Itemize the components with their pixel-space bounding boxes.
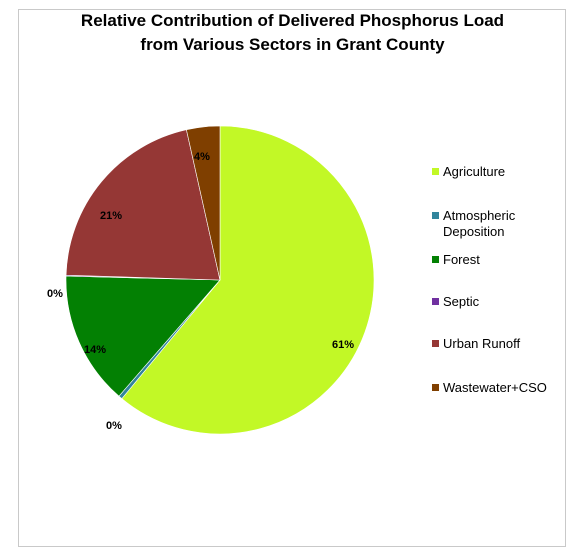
legend-label-line: Forest [443, 252, 480, 267]
data-label-atmospheric-deposition: 0% [106, 420, 122, 432]
chart-title: Relative Contribution of Delivered Phosp… [0, 9, 585, 57]
legend-item-wastewater-cso: Wastewater+CSO [432, 380, 547, 396]
legend-label: Wastewater+CSO [443, 380, 547, 396]
legend-label: Urban Runoff [443, 336, 520, 352]
legend-swatch [432, 168, 439, 175]
legend-item-urban-runoff: Urban Runoff [432, 336, 520, 352]
legend-label-line: Agriculture [443, 164, 506, 179]
legend-label-line: Urban Runoff [443, 336, 521, 351]
legend-swatch [432, 340, 439, 347]
legend-swatch [432, 298, 439, 305]
legend-item-forest: Forest [432, 252, 480, 268]
legend-label: Forest [443, 252, 480, 268]
legend-label: Atmospheric Deposition [443, 208, 515, 240]
legend-swatch [432, 212, 439, 219]
legend-label-line: Deposition [443, 224, 505, 239]
data-label-agriculture: 61% [332, 339, 354, 351]
data-label-septic: 0% [47, 288, 63, 300]
legend-label: Agriculture [443, 164, 505, 180]
legend-label: Septic [443, 294, 479, 310]
legend-label-line: Wastewater+CSO [443, 380, 547, 395]
legend-label-line: Atmospheric [443, 208, 516, 223]
data-label-wastewater-cso: 4% [194, 151, 210, 163]
pie-slice-agriculture [121, 125, 375, 435]
chart-title-line-2: from Various Sectors in Grant County [140, 35, 445, 54]
data-label-forest: 14% [84, 344, 106, 356]
pie-slice-wastewater-cso [186, 125, 221, 281]
data-label-urban-runoff: 21% [100, 210, 122, 222]
legend-item-atmospheric-deposition: Atmospheric Deposition [432, 208, 515, 240]
legend-item-agriculture: Agriculture [432, 164, 505, 180]
legend-item-septic: Septic [432, 294, 479, 310]
pie-slice-forest [65, 275, 221, 397]
chart-title-line-1: Relative Contribution of Delivered Phosp… [80, 11, 505, 30]
legend-swatch [432, 256, 439, 263]
legend-swatch [432, 384, 439, 391]
legend-label-line: Septic [443, 294, 480, 309]
pie-slice-urban-runoff [65, 129, 221, 281]
